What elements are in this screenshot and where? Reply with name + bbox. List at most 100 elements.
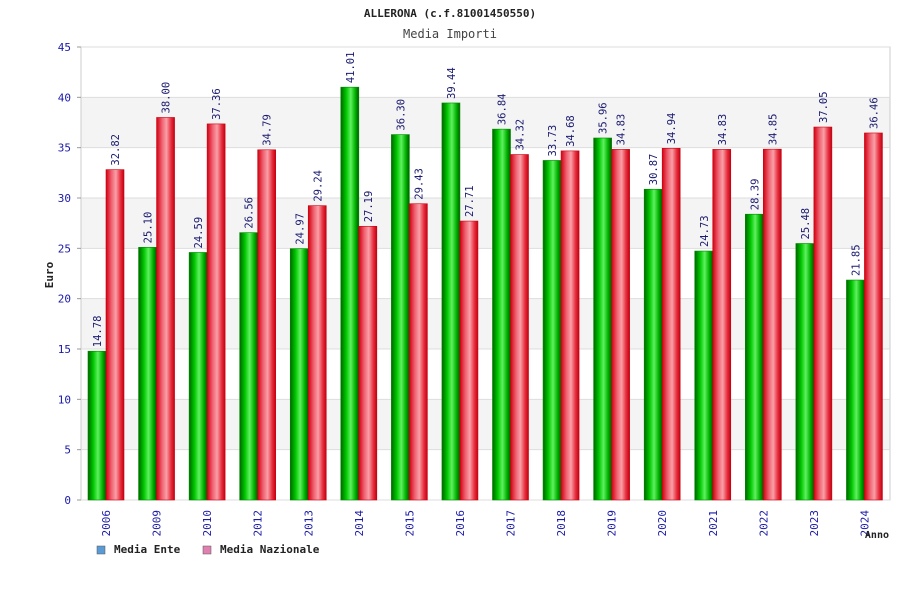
bar-nazionale-2014 [358, 225, 378, 501]
bar-label-ente-2010: 24.59 [193, 217, 205, 249]
y-tick-label: 35 [58, 142, 71, 155]
bar-label-nazionale-2018: 34.68 [565, 115, 577, 147]
bar-label-ente-2022: 28.39 [749, 179, 761, 211]
bar-ente-2014 [340, 86, 360, 501]
legend-label-nazionale: Media Nazionale [220, 543, 320, 556]
bar-ente-2018 [542, 160, 562, 501]
x-tick-label-2009: 2009 [151, 510, 164, 537]
x-tick-label-2010: 2010 [201, 510, 214, 537]
bar-nazionale-2016 [459, 220, 479, 501]
bar-label-nazionale-2016: 27.71 [464, 185, 476, 217]
bar-label-ente-2006: 14.78 [92, 316, 104, 348]
bar-ente-2020 [643, 188, 663, 501]
legend-label-ente: Media Ente [114, 543, 181, 556]
bar-label-nazionale-2012: 34.79 [262, 114, 274, 146]
legend-swatch-ente [96, 545, 106, 555]
plot-band [81, 47, 890, 98]
bar-nazionale-2018 [560, 150, 580, 501]
y-tick-label: 20 [58, 293, 71, 306]
x-tick-label-2023: 2023 [808, 510, 821, 537]
bar-label-nazionale-2009: 38.00 [161, 82, 173, 114]
bar-label-ente-2009: 25.10 [143, 212, 155, 244]
bar-ente-2023 [795, 243, 815, 501]
bar-nazionale-2023 [813, 126, 833, 501]
bar-ente-2016 [441, 102, 461, 501]
bar-label-nazionale-2019: 34.83 [616, 114, 628, 146]
bar-ente-2009 [138, 247, 157, 501]
x-axis-ticks: 2006 2009 2010 2012 2013 2014 2015 2016 2017 2018… [100, 510, 871, 537]
bar-ente-2024 [846, 279, 865, 501]
y-tick-label: 25 [58, 242, 71, 255]
bar-label-nazionale-2023: 37.05 [818, 91, 830, 123]
bar-nazionale-2015 [409, 203, 428, 501]
bar-label-ente-2018: 33.73 [547, 125, 559, 157]
bar-label-nazionale-2006: 32.82 [110, 134, 122, 166]
bar-nazionale-2024 [864, 132, 883, 501]
x-tick-label-2013: 2013 [302, 510, 315, 537]
x-axis-label: Anno [865, 530, 889, 541]
x-tick-label-2016: 2016 [454, 510, 467, 537]
bar-label-ente-2016: 39.44 [446, 67, 458, 99]
bar-label-nazionale-2022: 34.85 [767, 114, 779, 146]
x-tick-label-2021: 2021 [707, 510, 720, 537]
bar-label-nazionale-2013: 29.24 [312, 170, 324, 202]
chart-subtitle: Media Importi [403, 27, 497, 41]
x-tick-label-2022: 2022 [757, 510, 770, 537]
bar-label-ente-2014: 41.01 [345, 52, 357, 84]
bar-ente-2021 [694, 250, 714, 501]
bar-ente-2006 [87, 350, 107, 501]
bar-label-ente-2019: 35.96 [598, 102, 610, 134]
bar-label-ente-2012: 26.56 [244, 197, 256, 229]
y-tick-label: 0 [64, 494, 71, 507]
bar-label-nazionale-2017: 34.32 [515, 119, 527, 151]
x-tick-label-2020: 2020 [656, 510, 669, 537]
bar-label-nazionale-2021: 34.83 [717, 114, 729, 146]
x-tick-label-2024: 2024 [858, 510, 871, 537]
x-tick-label-2012: 2012 [252, 510, 265, 537]
bar-label-ente-2024: 21.85 [850, 244, 862, 276]
bar-label-ente-2023: 25.48 [800, 208, 812, 240]
bar-nazionale-2009 [156, 117, 175, 501]
x-tick-label-2019: 2019 [606, 510, 619, 537]
bar-label-ente-2013: 24.97 [294, 213, 306, 245]
y-tick-label: 30 [58, 192, 71, 205]
bar-nazionale-2010 [206, 123, 226, 501]
bar-label-nazionale-2024: 36.46 [868, 97, 880, 129]
bar-label-ente-2017: 36.84 [497, 94, 509, 126]
bar-ente-2013 [289, 248, 309, 501]
bar-ente-2019 [593, 137, 612, 501]
bar-nazionale-2012 [257, 149, 276, 501]
bar-label-ente-2020: 30.87 [648, 154, 660, 186]
bar-label-nazionale-2015: 29.43 [413, 168, 425, 200]
y-tick-label: 40 [58, 91, 71, 104]
y-tick-label: 10 [58, 393, 71, 406]
x-tick-label-2017: 2017 [505, 510, 518, 537]
bar-ente-2017 [492, 128, 511, 501]
x-tick-label-2014: 2014 [353, 510, 366, 537]
bar-nazionale-2021 [712, 149, 732, 501]
bar-ente-2010 [188, 252, 208, 501]
bar-nazionale-2019 [611, 149, 630, 501]
x-tick-label-2018: 2018 [555, 510, 568, 537]
bar-ente-2022 [745, 213, 764, 501]
bars [87, 86, 883, 501]
bar-nazionale-2020 [661, 147, 681, 501]
chart-title: ALLERONA (c.f.81001450550) [364, 7, 536, 20]
bar-label-nazionale-2010: 37.36 [211, 88, 223, 120]
y-tick-label: 45 [58, 41, 71, 54]
y-tick-label: 15 [58, 343, 71, 356]
legend: Media Ente Media Nazionale [96, 543, 320, 556]
x-tick-label-2006: 2006 [100, 510, 113, 537]
y-axis-ticks: 0 5 10 15 20 25 30 35 40 45 [58, 41, 71, 507]
bar-label-ente-2015: 36.30 [395, 99, 407, 131]
legend-swatch-nazionale [202, 545, 212, 555]
bar-ente-2015 [391, 134, 410, 501]
bar-labels: 14.78 32.82 25.10 38.00 24.59 37.36 26.56 34.79… [92, 52, 880, 348]
bar-ente-2012 [239, 232, 258, 501]
bar-label-ente-2021: 24.73 [699, 215, 711, 247]
bar-label-nazionale-2014: 27.19 [363, 191, 375, 223]
y-tick-label: 5 [64, 444, 71, 457]
y-axis-label: Euro [43, 261, 56, 288]
bar-nazionale-2022 [763, 148, 782, 501]
